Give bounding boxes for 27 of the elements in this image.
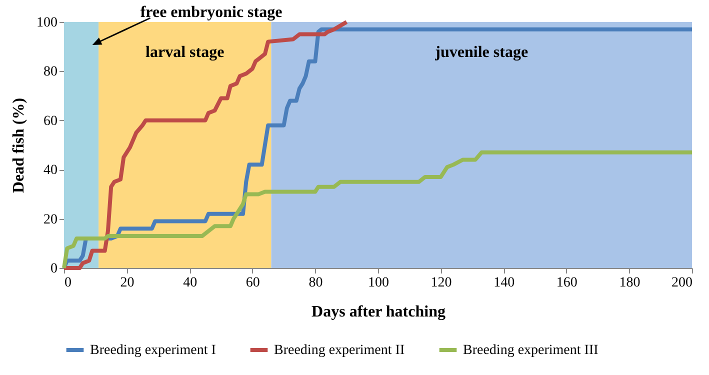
- y-tick-label: 20: [44, 212, 58, 228]
- y-tick-label: 80: [44, 64, 58, 80]
- legend-label: Breeding experiment I: [90, 343, 216, 358]
- legend-label: Breeding experiment III: [463, 343, 599, 358]
- x-tick-label: 60: [246, 276, 260, 290]
- y-tick-label: 40: [44, 163, 58, 178]
- x-tick-label: 140: [494, 276, 515, 290]
- x-tick-label: 80: [308, 276, 323, 290]
- x-tick-label: 40: [183, 276, 198, 290]
- y-tick-label: 100: [36, 16, 58, 30]
- x-tick-label: 120: [430, 276, 452, 290]
- band-label: free embryonic stage: [140, 4, 282, 21]
- line-series: [62, 20, 349, 270]
- band-label: larval stage: [146, 44, 224, 61]
- y-tick-label: 0: [50, 262, 58, 276]
- line-series: [62, 150, 694, 270]
- y-tick-label: 60: [44, 114, 58, 129]
- x-tick-label: 20: [120, 276, 134, 290]
- x-tick-label: 160: [556, 276, 578, 290]
- x-tick-label: 200: [672, 276, 692, 290]
- band-label: juvenile stage: [434, 44, 528, 61]
- x-tick-label: 100: [368, 276, 389, 290]
- x-tick-label: 180: [619, 276, 640, 290]
- x-tick-label: 0: [64, 276, 72, 290]
- legend-label: Breeding experiment II: [274, 343, 405, 358]
- x-axis-title: Days after hatching: [312, 304, 446, 320]
- y-axis-title: Dead fish (%): [10, 98, 28, 194]
